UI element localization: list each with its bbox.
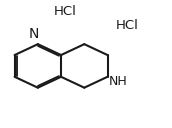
Text: NH: NH bbox=[108, 75, 127, 88]
Text: HCl: HCl bbox=[54, 5, 77, 18]
Text: N: N bbox=[28, 27, 39, 41]
Text: HCl: HCl bbox=[116, 19, 139, 32]
